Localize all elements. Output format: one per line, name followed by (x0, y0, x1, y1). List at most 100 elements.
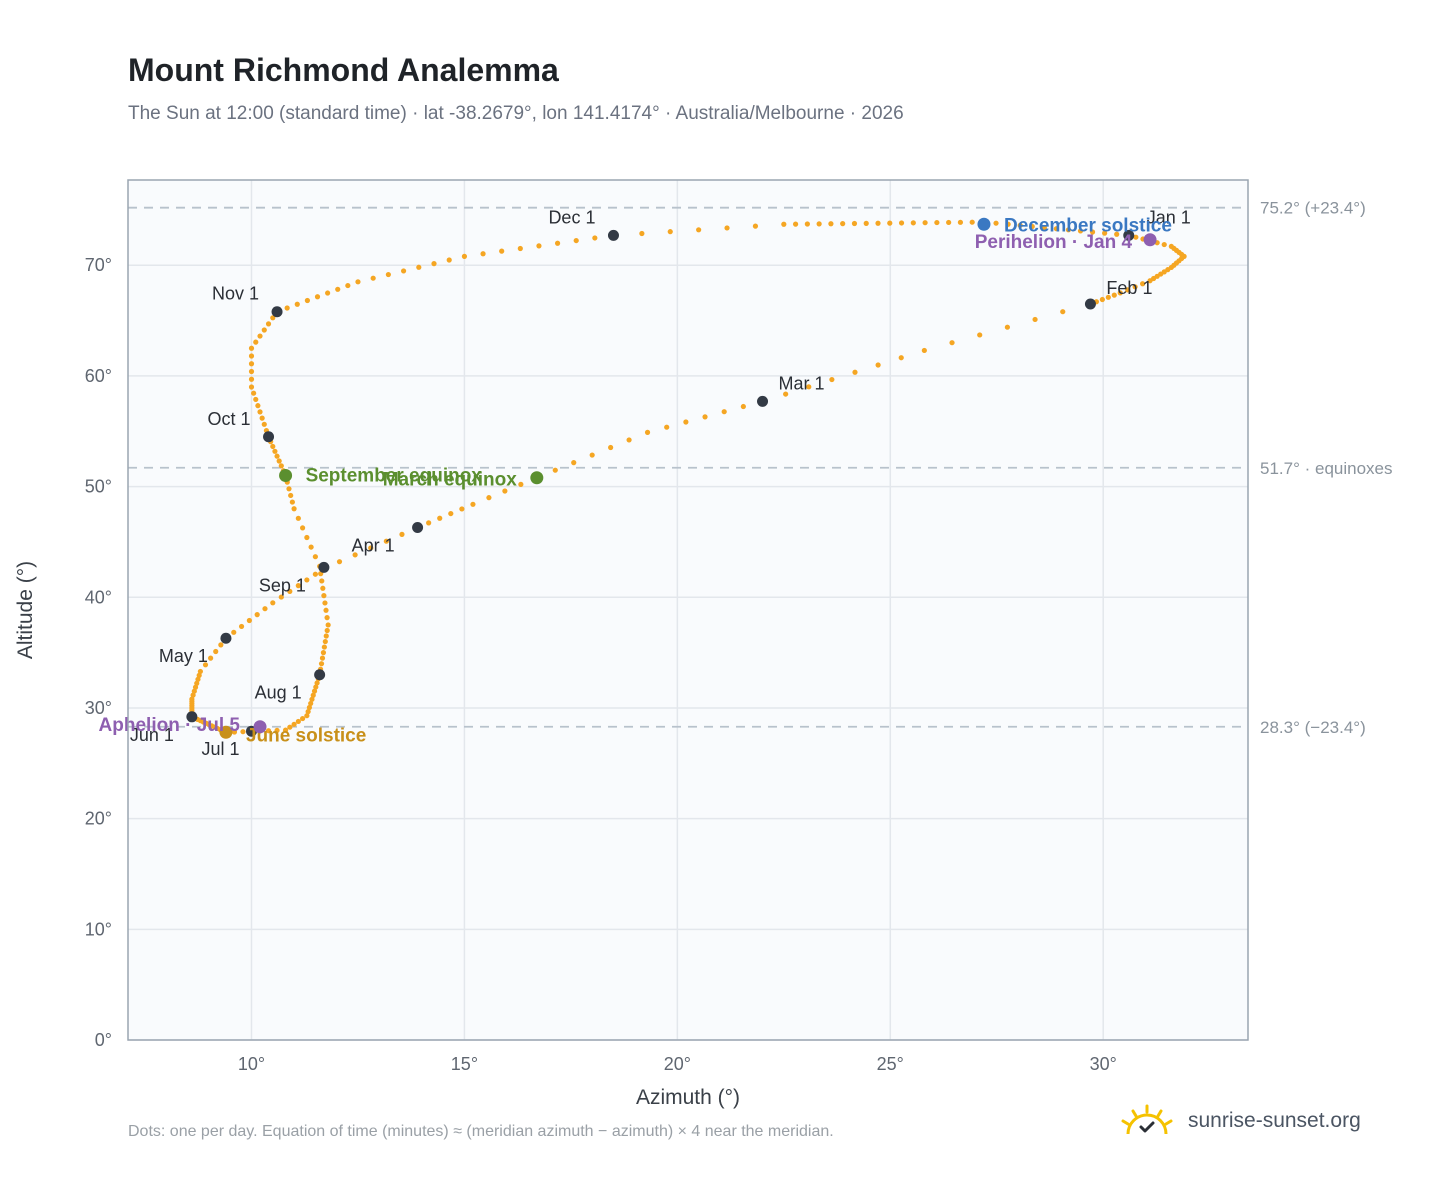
day-dot (1105, 294, 1111, 300)
month-marker (757, 395, 769, 407)
day-dot (536, 243, 542, 249)
day-dot (571, 460, 577, 466)
day-dot (270, 443, 276, 450)
day-dot (437, 515, 443, 521)
day-dot (231, 629, 237, 635)
day-dot (325, 622, 331, 628)
day-dot (416, 264, 422, 270)
day-dot (324, 627, 330, 634)
day-dot (322, 638, 328, 645)
reference-line-label: 75.2° (+23.4°) (1260, 199, 1366, 218)
day-dot (248, 384, 255, 390)
day-dot (294, 301, 300, 307)
day-dot (1099, 296, 1105, 303)
plot-area (128, 180, 1248, 1040)
month-marker (314, 669, 326, 681)
day-dot (1029, 223, 1035, 230)
month-markers: Jan 1 Feb 1 Mar 1 Apr 1 May 1 Jun 1 Jul 1 Aug 1… (130, 207, 1191, 759)
day-dot (852, 369, 858, 375)
day-dot (1102, 230, 1108, 236)
day-dot (1005, 221, 1011, 227)
day-dot (238, 623, 245, 630)
day-dot (195, 676, 201, 682)
footnote: Dots: one per day. Equation of time (min… (128, 1123, 834, 1140)
month-marker (263, 431, 275, 443)
brand-name: sunrise-sunset.org (1188, 1109, 1361, 1132)
day-dot (480, 251, 486, 257)
day-dot (1089, 229, 1096, 235)
day-dot (218, 642, 224, 648)
day-dot (190, 692, 196, 698)
day-dot (300, 525, 306, 531)
day-dot (957, 219, 964, 225)
day-dot (261, 421, 267, 427)
day-dot (248, 345, 255, 351)
day-dot (325, 290, 331, 296)
month-marker (412, 522, 424, 534)
day-dot (1041, 224, 1047, 231)
day-dot (1132, 284, 1138, 290)
day-dot (608, 444, 614, 451)
day-dot (370, 275, 376, 281)
day-dot (592, 235, 598, 241)
day-dot (191, 688, 197, 694)
month-marker (318, 561, 330, 573)
y-tick-label: 10° (85, 919, 112, 939)
day-dot (993, 220, 999, 226)
day-dot (518, 481, 524, 487)
event-marker (279, 469, 293, 483)
day-dot (875, 362, 881, 368)
day-dot (314, 294, 321, 300)
day-dot (934, 219, 940, 226)
day-dot (1161, 241, 1167, 248)
day-dot (1065, 227, 1072, 233)
day-dot (875, 220, 881, 226)
day-dot (319, 655, 326, 661)
day-dot (192, 684, 199, 690)
day-dot (231, 729, 238, 735)
day-dot (887, 220, 893, 226)
day-dot (752, 223, 759, 229)
day-dot (448, 510, 454, 517)
event-label: Aphelion · Jul 5 (99, 715, 241, 736)
day-dot (383, 538, 389, 544)
day-dot (265, 321, 272, 327)
day-dot (446, 257, 452, 263)
event-marker (1143, 233, 1157, 247)
day-dot (202, 662, 209, 668)
x-tick-label: 15° (451, 1054, 478, 1074)
day-dot (304, 297, 310, 304)
day-dot (197, 668, 203, 675)
day-dot (323, 607, 329, 613)
day-dot (1117, 290, 1123, 296)
day-dot (319, 578, 325, 584)
day-dot (1032, 316, 1038, 323)
day-dot (259, 415, 265, 421)
day-dot (291, 506, 297, 512)
day-dot (262, 606, 268, 612)
day-dot (426, 520, 432, 526)
day-dot (253, 396, 259, 403)
day-dot (644, 429, 651, 435)
y-tick-label: 50° (85, 477, 112, 497)
day-dot (304, 534, 310, 541)
brand[interactable]: sunrise-sunset.org (1120, 1104, 1361, 1138)
day-dot (589, 452, 595, 458)
day-dot (323, 633, 329, 639)
day-dot (352, 552, 358, 558)
reference-lines (128, 206, 1248, 728)
day-dot (312, 571, 318, 577)
day-dot (702, 414, 708, 420)
month-marker (1123, 229, 1135, 241)
month-marker (220, 632, 232, 644)
day-dot (1114, 231, 1120, 237)
day-dot (828, 221, 834, 227)
day-dot (312, 554, 318, 560)
day-dot (208, 655, 214, 661)
event-marker (219, 725, 233, 739)
day-dot (1077, 228, 1084, 234)
day-dot (667, 229, 673, 235)
day-dot (289, 499, 295, 505)
month-marker (271, 306, 283, 318)
day-dot (254, 612, 260, 618)
